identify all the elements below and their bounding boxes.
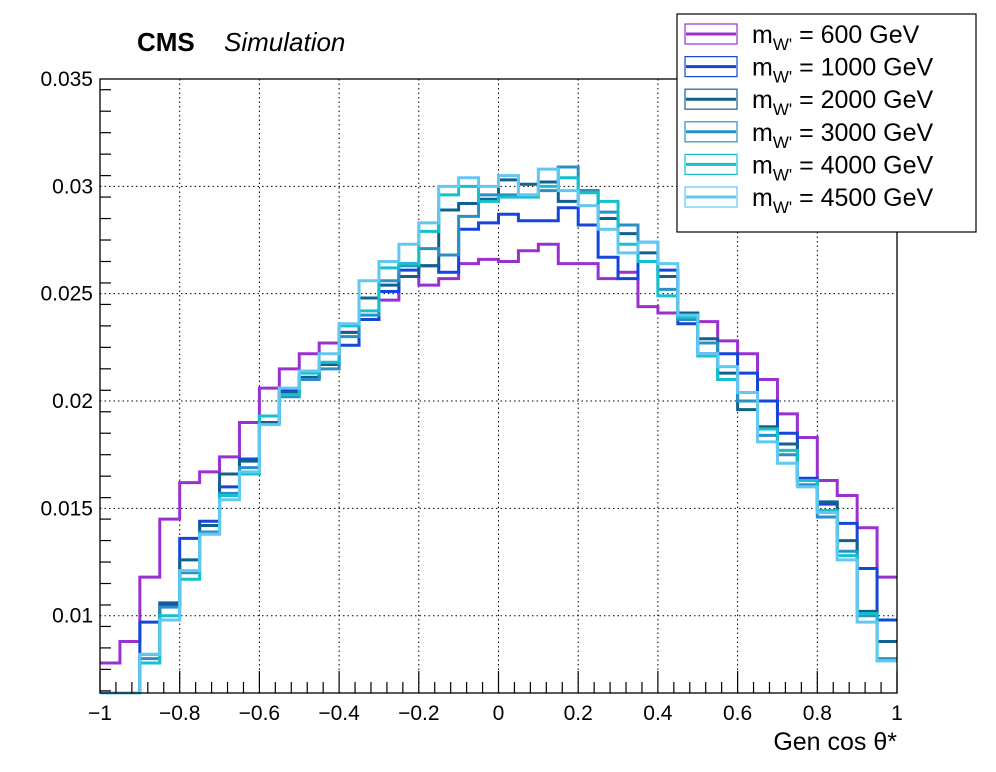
legend-swatch-box (684, 186, 738, 208)
y-tick-labels: 0.01 0.015 0.02 0.025 0.03 0.035 (40, 68, 93, 628)
y-tick-label: 0.02 (52, 390, 93, 413)
x-tick-label: 0.6 (723, 702, 752, 725)
cms-label: CMS (137, 27, 195, 57)
x-tick-label: 0 (493, 702, 505, 725)
y-tick-label: 0.015 (40, 497, 93, 520)
x-tick-labels: −1 −0.8 −0.6 −0.4 −0.2 0 0.2 0.4 0.6 0.8 1 (88, 702, 903, 725)
x-tick-label: −0.4 (318, 702, 360, 725)
legend-label: mW' = 4500 GeV (752, 184, 934, 217)
legend-label: mW' = 4000 GeV (752, 151, 934, 184)
x-tick-label: 0.2 (564, 702, 593, 725)
x-tick-label: −0.8 (159, 702, 200, 725)
x-tick-label: −0.2 (398, 702, 439, 725)
legend-swatch-box (684, 88, 738, 110)
histogram-series (100, 165, 897, 695)
legend-label: mW' = 600 GeV (752, 21, 920, 54)
x-axis-title: Gen cos θ* (773, 728, 897, 756)
y-tick-label: 0.035 (40, 68, 93, 91)
legend-swatch-box (684, 23, 738, 45)
x-tick-label: −0.6 (239, 702, 280, 725)
axis-ticks (99, 89, 898, 693)
y-tick-label: 0.03 (52, 175, 93, 198)
legend-label: mW' = 1000 GeV (752, 54, 934, 87)
legend-label: mW' = 2000 GeV (752, 86, 934, 119)
legend-swatch-box (684, 153, 738, 175)
legend-label: mW' = 3000 GeV (752, 119, 934, 152)
x-tick-label: 0.4 (643, 702, 673, 725)
legend-swatch-box (684, 121, 738, 143)
legend-swatch-box (684, 55, 738, 78)
x-tick-label: 1 (891, 702, 903, 725)
y-tick-label: 0.025 (40, 283, 93, 306)
x-tick-label: 0.8 (803, 702, 832, 725)
x-tick-label: −1 (88, 702, 112, 725)
y-tick-label: 0.01 (52, 605, 93, 628)
series-line-6 (100, 167, 897, 695)
simulation-label: Simulation (224, 27, 345, 57)
